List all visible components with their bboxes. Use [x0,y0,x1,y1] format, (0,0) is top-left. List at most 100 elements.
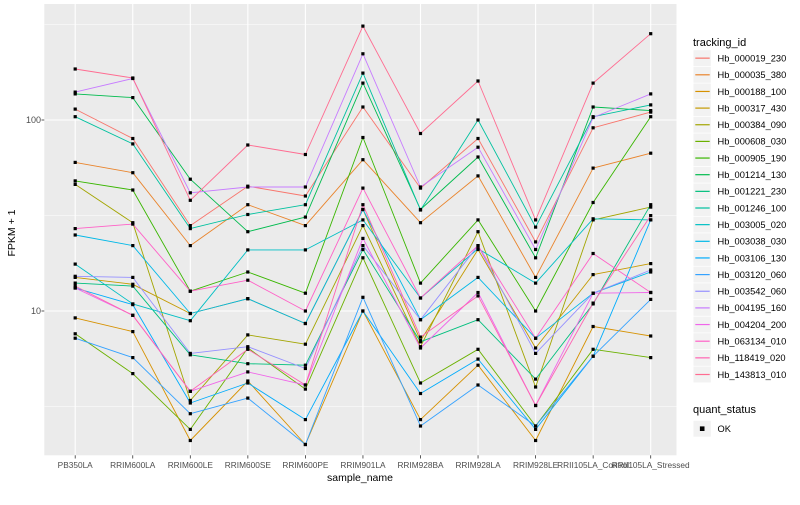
data-point [418,391,423,396]
legend-layer: Hb_000019_230 Hb_000035_380 Hb_000188_100 H… [693,50,787,383]
data-point [131,222,135,226]
data-point [73,336,77,340]
data-point [476,118,480,122]
data-point [476,174,480,178]
data-point [649,205,653,209]
data-point [73,281,77,285]
data-point [361,236,365,240]
data-point [591,301,595,305]
data-point [188,289,192,293]
legend-ok-label: OK [718,424,732,434]
data-point [131,284,135,288]
data-point [188,438,192,443]
legend-key: Hb_000905_190 [693,150,786,166]
data-point [246,278,250,282]
plot-panel [44,4,677,456]
legend-key: Hb_000608_030 [693,133,786,150]
data-point [591,273,595,277]
legend-key-label: Hb_000035_380 [718,70,787,80]
data-point [591,166,595,170]
legend-key-label: Hb_003120_060 [718,270,787,280]
data-point [303,418,307,422]
y-axis-title: FPKM + 1 [6,209,18,256]
data-point [534,385,538,389]
data-point [361,247,365,252]
data-point [246,370,250,374]
data-point [418,131,423,136]
data-point [246,297,250,301]
x-tick-label: RRIM600SE [225,460,272,470]
data-point [303,309,307,313]
data-point [649,103,653,107]
data-point [649,92,653,96]
data-point [303,224,307,228]
data-point [303,342,307,346]
legend-key-label: Hb_001221_230 [718,187,787,197]
legend-key-label: Hb_003106_130 [718,253,787,263]
data-point [188,351,192,355]
legend-key: Hb_001214_130 [693,166,786,183]
data-point [418,346,423,350]
data-point [303,291,307,295]
legend-key: Hb_000384_090 [693,116,786,133]
data-point [361,24,365,28]
data-point [418,281,423,285]
data-point [73,182,77,186]
data-point [649,297,653,301]
data-point [591,217,595,221]
data-point [131,372,135,376]
data-point [418,221,423,225]
data-point [361,135,365,140]
data-point [418,381,423,385]
legend-key: Hb_003038_030 [693,233,786,250]
legend-key: Hb_000035_380 [693,66,787,83]
data-point [303,366,307,371]
data-point [188,191,192,195]
y-tick-label-10: 10 [31,306,41,316]
legend-key: Hb_000317_430 [693,100,786,117]
data-point [246,270,250,274]
data-point [131,282,135,286]
data-point [131,188,135,192]
legend-key: Hb_118419_020 [693,349,786,366]
data-point [591,324,595,329]
data-point [534,346,538,350]
data-point [534,351,538,355]
data-point [418,418,423,422]
legend-key: Hb_004195_160 [693,299,786,316]
data-point [73,67,77,71]
data-point [476,247,480,251]
data-point [246,333,250,337]
data-point [476,318,480,322]
data-point [131,136,135,141]
data-point [649,268,653,272]
data-point [649,109,653,113]
data-point [131,142,135,146]
y-tick-label-100: 100 [26,115,41,125]
x-tick-label: RRIM901LA [340,460,386,470]
data-point [188,319,192,323]
x-tick-label: RRIM928LA [455,460,501,470]
legend-key-label: Hb_000188_100 [718,87,787,97]
legend-title-quant-status: quant_status [693,404,756,416]
data-point [73,90,77,94]
data-point [131,96,135,100]
data-point [649,356,653,360]
data-point [73,92,77,96]
legend-key-label: Hb_063134_010 [718,337,787,347]
data-point [246,185,250,189]
data-point [418,185,423,189]
data-point [303,152,307,157]
legend-key: Hb_003106_130 [693,250,787,266]
data-point [246,381,250,385]
data-point [534,256,538,260]
data-point [246,379,250,383]
legend-key: Hb_003005_020 [693,216,786,233]
data-point [361,295,365,299]
data-point [131,330,135,334]
legend-key: Hb_001221_230 [693,183,787,200]
x-tick-label: RRIM600PE [282,460,329,470]
data-point [188,412,192,416]
x-axis-title: sample_name [327,472,393,484]
legend-title-tracking-id: tracking_id [693,37,746,49]
